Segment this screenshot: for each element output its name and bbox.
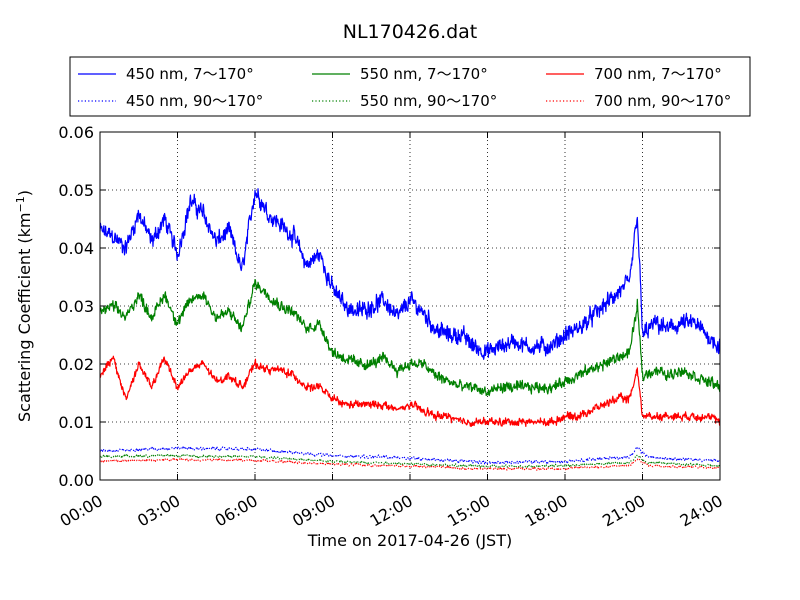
x-axis-label: Time on 2017-04-26 (JST) [307,531,512,550]
legend-box [69,56,751,117]
y-axis-label-sup: −1 [14,196,27,212]
legend-label-1: 450 nm, 90～170° [126,92,263,110]
series-line-0 [100,188,720,360]
series-line-3 [100,453,720,469]
chart-title: NL170426.dat [343,21,478,43]
y-tick-label: 0.01 [58,413,94,432]
legend-label-2: 550 nm, 7～170° [360,65,488,83]
y-tick-label: 0.04 [58,239,94,258]
legend-label-0: 450 nm, 7～170° [126,65,254,83]
legend: 450 nm, 7～170° 450 nm, 90～170° 550 nm, 7～1… [69,56,751,117]
grid [100,132,720,480]
y-tick-label: 0.02 [58,355,94,374]
y-tick-label: 0.03 [58,297,94,316]
series-line-5 [100,457,720,471]
y-tick-label: 0.06 [58,123,94,142]
series-line-1 [100,445,720,465]
y-tick-label: 0.05 [58,181,94,200]
series-line-2 [100,278,720,397]
y-axis-label: Scattering Coefficient (km−1) [14,190,35,422]
y-tick-label: 0.00 [58,471,94,490]
y-axis-label-main: Scattering Coefficient (km [15,212,34,422]
legend-label-5: 700 nm, 90～170° [594,92,731,110]
legend-label-3: 550 nm, 90～170° [360,92,497,110]
series-line-4 [100,355,720,428]
legend-label-4: 700 nm, 7～170° [594,65,722,83]
y-axis-label-close: ) [15,190,34,196]
